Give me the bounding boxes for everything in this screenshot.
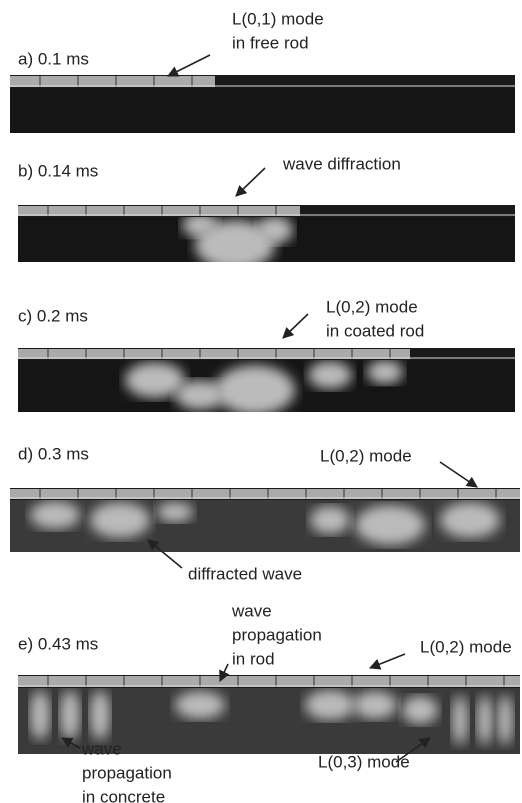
- annotation-arrow: [395, 737, 431, 763]
- rod-wave: [18, 349, 410, 359]
- annotation-arrow: [147, 539, 183, 569]
- wave-field: [367, 360, 403, 384]
- panels: a) 0.1 ms L(0,1) mode in free rod b) 0.14 m…: [10, 9, 520, 803]
- rod-wave: [10, 76, 215, 87]
- annotation: L(0,2) mode: [326, 297, 418, 316]
- annotation-arrow: [439, 461, 478, 488]
- annotation-arrow: [235, 167, 266, 197]
- annotation: in free rod: [232, 33, 309, 52]
- wave-field: [182, 217, 218, 237]
- concrete: [10, 500, 520, 552]
- panel-label: e) 0.43 ms: [18, 634, 98, 653]
- panel-label: c) 0.2 ms: [18, 306, 88, 325]
- annotation: in rod: [232, 649, 275, 668]
- wave-field: [175, 380, 225, 410]
- panel-label: a) 0.1 ms: [18, 49, 89, 68]
- wave-field: [353, 691, 397, 719]
- annotation-arrow: [219, 663, 230, 683]
- annotation: in coated rod: [326, 321, 424, 340]
- wave-field: [60, 690, 80, 740]
- wave-field: [440, 502, 500, 538]
- annotation-arrow: [61, 737, 81, 749]
- annotation: propagation: [82, 763, 172, 782]
- wave-field: [308, 361, 352, 389]
- annotation: L(0,2) mode: [320, 446, 412, 465]
- wave-field: [355, 505, 425, 545]
- panel: c) 0.2 ms L(0,2) mode in coated rod: [18, 297, 515, 412]
- concrete: [18, 217, 515, 262]
- rod-wave: [10, 489, 520, 499]
- panel: a) 0.1 ms L(0,1) mode in free rod: [10, 9, 515, 133]
- wave-field: [30, 501, 80, 529]
- concrete: [10, 88, 515, 133]
- wave-field: [477, 695, 493, 745]
- wave-field: [257, 217, 293, 244]
- panel-label: d) 0.3 ms: [18, 444, 89, 463]
- wave-field: [90, 690, 110, 740]
- concrete: [18, 688, 520, 754]
- wave-field: [30, 690, 50, 740]
- wave-field: [215, 365, 295, 412]
- panel: d) 0.3 ms L(0,2) mode diffracted wave: [10, 444, 520, 583]
- panel: e) 0.43 ms wave propagation in rod L(0,2) mo…: [18, 601, 520, 803]
- wave-field: [157, 502, 193, 522]
- wave-field: [90, 502, 150, 538]
- annotation: diffracted wave: [188, 564, 302, 583]
- annotation: L(0,3) mode: [318, 752, 410, 771]
- annotation: L(0,2) mode: [420, 637, 512, 656]
- rod-wave: [18, 676, 520, 687]
- wave-field: [125, 362, 185, 398]
- annotation: L(0,1) mode: [232, 9, 324, 28]
- annotation-arrow: [368, 653, 406, 670]
- annotation: in concrete: [82, 787, 165, 803]
- panel-label: b) 0.14 ms: [18, 161, 98, 180]
- concrete: [18, 360, 515, 412]
- wave-field: [175, 691, 225, 719]
- concrete-bg: [10, 88, 515, 133]
- annotation-arrow: [282, 313, 309, 339]
- wave-field: [497, 695, 513, 745]
- wave-field: [305, 690, 355, 720]
- annotation: propagation: [232, 625, 322, 644]
- panel: b) 0.14 ms wave diffraction: [18, 154, 515, 262]
- wave-field: [402, 696, 438, 724]
- annotation: wave diffraction: [282, 154, 401, 173]
- annotation: wave: [231, 601, 272, 620]
- annotation-arrow: [166, 54, 211, 77]
- annotation: wave: [81, 739, 122, 758]
- wave-field: [310, 506, 350, 534]
- rod-wave: [18, 206, 300, 216]
- wave-field: [452, 695, 468, 745]
